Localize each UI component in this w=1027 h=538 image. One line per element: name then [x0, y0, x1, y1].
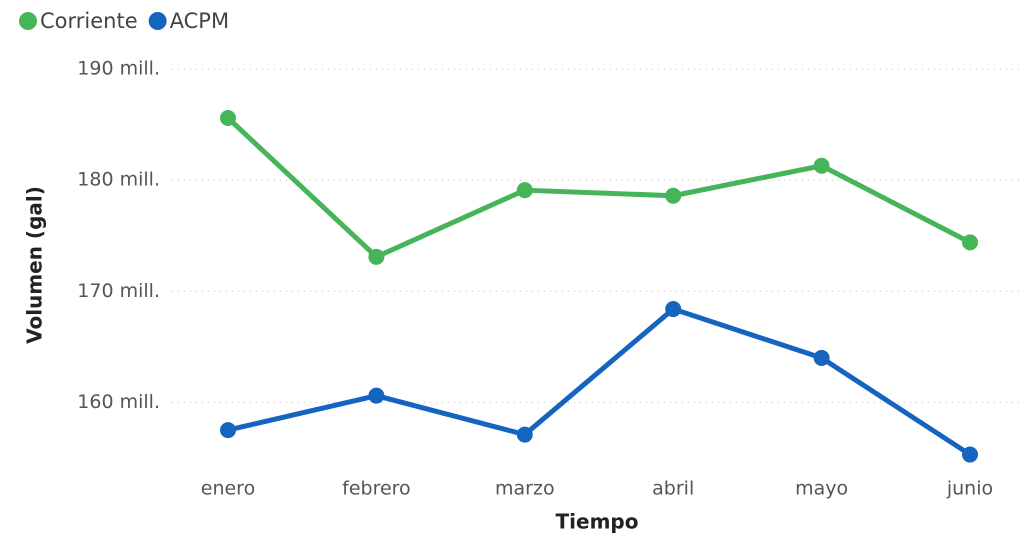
y-tick-label: 160 mill.: [77, 391, 160, 413]
data-point: [516, 426, 533, 443]
data-point: [665, 187, 682, 204]
data-point: [368, 387, 385, 404]
data-point: [962, 446, 978, 463]
x-tick-label: mayo: [795, 478, 848, 500]
data-point: [516, 182, 533, 199]
y-axis-title: Volumen (gal): [23, 186, 47, 344]
series-line: [226, 116, 972, 260]
data-point: [813, 157, 830, 174]
x-axis-title: Tiempo: [556, 510, 639, 534]
x-tick-label: marzo: [495, 478, 555, 500]
y-tick-label: 180 mill.: [77, 169, 160, 191]
data-point: [368, 248, 385, 265]
data-point: [220, 422, 236, 439]
data-point: [813, 349, 830, 366]
legend-label: ACPM: [170, 9, 229, 33]
x-tick-label: abril: [652, 478, 694, 500]
legend-marker: [19, 12, 37, 30]
legend-label: Corriente: [40, 9, 138, 33]
x-tick-label: enero: [201, 478, 255, 500]
y-tick-label: 170 mill.: [77, 280, 160, 302]
x-tick-label: febrero: [342, 478, 411, 500]
data-point: [220, 109, 236, 126]
y-tick-label: 190 mill.: [77, 58, 160, 80]
data-point: [665, 301, 682, 318]
legend: Corriente ACPM: [19, 9, 229, 33]
x-tick-label: junio: [946, 478, 993, 500]
series-line: [227, 306, 972, 457]
data-point: [962, 234, 978, 251]
legend-marker: [148, 12, 167, 30]
